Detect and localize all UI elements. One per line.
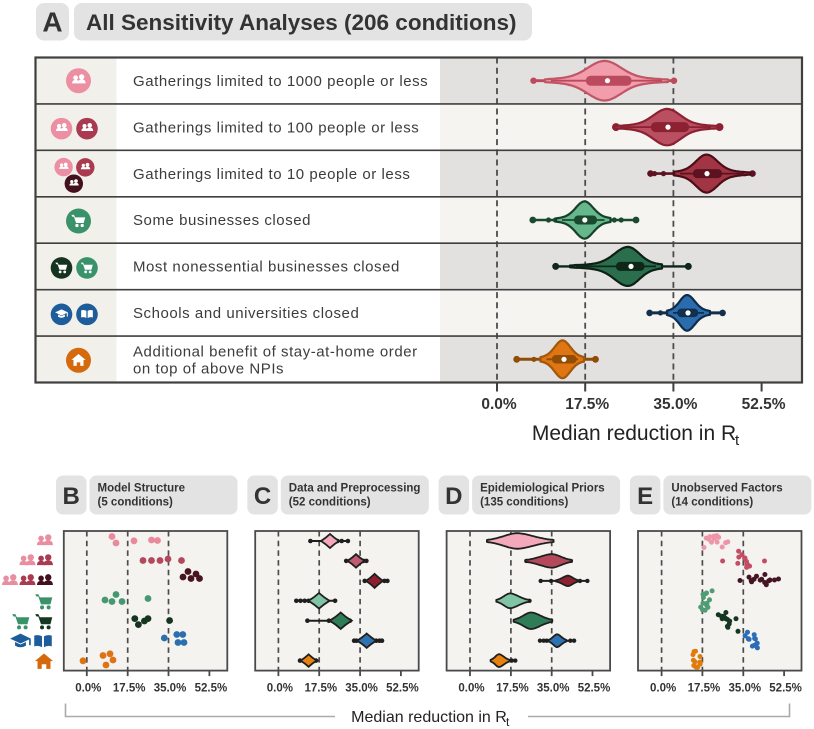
svg-text:52.5%: 52.5% (578, 683, 611, 695)
svg-text:on top of above NPIs: on top of above NPIs (133, 360, 284, 377)
svg-text:35.0%: 35.0% (345, 683, 378, 695)
svg-text:35.0%: 35.0% (728, 683, 761, 695)
svg-text:52.5%: 52.5% (195, 683, 228, 695)
svg-text:All Sensitivity Analyses (206: All Sensitivity Analyses (206 conditions… (86, 10, 517, 35)
svg-text:t: t (506, 715, 510, 729)
svg-text:52.5%: 52.5% (769, 683, 802, 695)
svg-text:A: A (42, 7, 62, 38)
svg-text:35.0%: 35.0% (653, 396, 697, 413)
svg-text:0.0%: 0.0% (458, 683, 484, 695)
svg-text:Some businesses closed: Some businesses closed (133, 212, 311, 229)
svg-text:17.5%: 17.5% (496, 683, 529, 695)
svg-text:B: B (63, 483, 80, 510)
svg-text:(14 conditions): (14 conditions) (671, 497, 753, 509)
svg-text:Gatherings limited to 1000 peo: Gatherings limited to 1000 people or les… (133, 73, 428, 90)
svg-text:t: t (735, 432, 740, 449)
svg-text:52.5%: 52.5% (386, 683, 419, 695)
svg-text:17.5%: 17.5% (688, 683, 721, 695)
svg-text:(135 conditions): (135 conditions) (480, 497, 568, 509)
svg-text:Epidemiological Priors: Epidemiological Priors (480, 483, 605, 495)
svg-text:D: D (445, 483, 462, 510)
svg-text:Unobserved Factors: Unobserved Factors (671, 483, 782, 495)
svg-text:0.0%: 0.0% (650, 683, 676, 695)
svg-text:0.0%: 0.0% (267, 683, 293, 695)
svg-text:17.5%: 17.5% (113, 683, 146, 695)
svg-text:17.5%: 17.5% (304, 683, 337, 695)
svg-text:Gatherings limited to 10 peopl: Gatherings limited to 10 people or less (133, 166, 410, 183)
svg-text:Median reduction in R: Median reduction in R (532, 422, 736, 445)
svg-text:(52 conditions): (52 conditions) (289, 497, 371, 509)
svg-text:Gatherings limited to 100 peop: Gatherings limited to 100 people or less (133, 119, 419, 136)
svg-text:Data and Preprocessing: Data and Preprocessing (289, 483, 421, 495)
svg-text:Median reduction in R: Median reduction in R (351, 709, 507, 726)
svg-text:C: C (254, 483, 271, 510)
svg-text:E: E (637, 483, 653, 510)
svg-text:Most nonessential businesses c: Most nonessential businesses closed (133, 259, 400, 276)
svg-text:(5 conditions): (5 conditions) (98, 497, 174, 509)
svg-text:0.0%: 0.0% (481, 396, 517, 413)
svg-text:Additional benefit of stay-at-: Additional benefit of stay-at-home order (133, 343, 418, 360)
svg-text:52.5%: 52.5% (742, 396, 786, 413)
svg-text:Schools and universities close: Schools and universities closed (133, 305, 359, 322)
svg-text:17.5%: 17.5% (565, 396, 609, 413)
svg-text:Model Structure: Model Structure (98, 483, 186, 495)
svg-text:35.0%: 35.0% (154, 683, 187, 695)
svg-text:0.0%: 0.0% (75, 683, 101, 695)
svg-text:35.0%: 35.0% (537, 683, 570, 695)
